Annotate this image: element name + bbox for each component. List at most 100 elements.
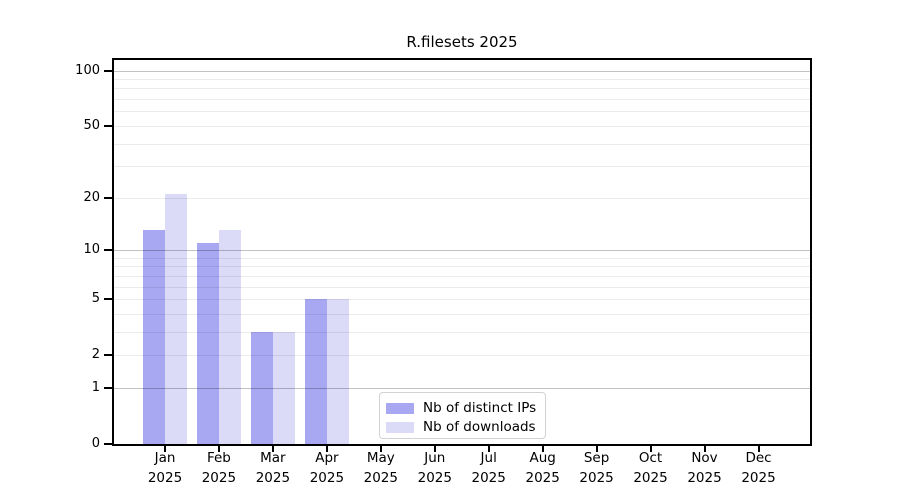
- x-tick-mark: [757, 444, 760, 452]
- x-tick-label: Oct 2025: [616, 449, 686, 488]
- y-tick-mark: [104, 298, 114, 300]
- x-tick-label-line: Dec: [745, 450, 772, 466]
- x-tick-mark: [271, 444, 274, 452]
- bar-downloads: [326, 299, 349, 444]
- y-tick-mark: [104, 248, 114, 251]
- x-tick-label-line: May: [366, 450, 395, 466]
- y-tick-label: 5: [91, 291, 100, 306]
- x-tick-label-line: 2025: [201, 469, 237, 486]
- gridline-minor: [114, 275, 810, 277]
- x-tick-label: Feb 2025: [184, 449, 254, 488]
- x-tick-label-line: Apr: [315, 450, 339, 466]
- y-tick-label: 1: [91, 379, 100, 395]
- gridline-minor: [114, 299, 810, 300]
- gridline-major: [114, 249, 810, 251]
- x-tick-mark: [541, 444, 544, 452]
- x-tick-label-line: Jul: [480, 450, 497, 466]
- x-tick-label-line: Jun: [424, 450, 446, 466]
- legend-swatch-downloads: [386, 421, 414, 433]
- x-tick-label-line: 2025: [417, 469, 452, 486]
- y-tick-label: 20: [83, 189, 100, 205]
- x-tick-label: May 2025: [346, 449, 416, 488]
- x-tick-label-line: 2025: [687, 469, 722, 486]
- bar-distinct-ips: [197, 242, 219, 444]
- y-tick-mark: [104, 196, 114, 199]
- bar-distinct-ips: [305, 299, 327, 444]
- y-tick-label: 100: [75, 62, 100, 78]
- y-tick-mark: [104, 69, 114, 72]
- x-tick-label-line: 2025: [633, 469, 668, 486]
- gridline-major: [114, 387, 810, 389]
- x-tick-label: Apr 2025: [292, 449, 362, 488]
- x-tick-label-line: Mar: [260, 450, 286, 466]
- bar-downloads: [218, 230, 241, 444]
- x-tick-mark: [217, 444, 220, 452]
- x-tick-label-line: Oct: [638, 450, 663, 466]
- x-tick-label-line: Jan: [154, 450, 176, 466]
- y-tick-mark: [104, 386, 114, 389]
- gridline-minor: [114, 266, 810, 268]
- gridline-minor: [114, 88, 810, 90]
- x-tick-label: Nov 2025: [670, 449, 740, 488]
- x-tick-label-line: 2025: [579, 469, 614, 486]
- gridline-minor: [114, 99, 810, 100]
- legend-label-distinct-ips: Nb of distinct IPs: [423, 400, 537, 416]
- gridline-minor: [114, 257, 810, 259]
- y-tick-mark: [104, 354, 114, 357]
- x-tick-label-line: 2025: [309, 469, 345, 486]
- x-tick-label-line: 2025: [471, 469, 506, 486]
- y-tick-mark: [104, 124, 114, 127]
- gridline-minor: [114, 143, 810, 145]
- x-tick-label-line: Sep: [583, 450, 610, 466]
- legend-label-downloads: Nb of downloads: [423, 419, 536, 435]
- legend-swatch-distinct-ips: [386, 402, 414, 414]
- plot-area: [114, 60, 810, 444]
- x-tick-label: Mar 2025: [238, 449, 308, 488]
- x-tick-label: Jun 2025: [400, 449, 470, 488]
- bar-downloads: [272, 331, 295, 444]
- legend: Nb of distinct IPs Nb of downloads: [379, 392, 546, 439]
- x-tick-label-line: 2025: [147, 469, 183, 486]
- legend-item-distinct-ips: Nb of distinct IPs: [386, 399, 545, 417]
- gridline-minor: [114, 111, 810, 113]
- x-tick-label: Sep 2025: [562, 449, 632, 488]
- gridline-minor: [114, 331, 810, 333]
- y-tick-label: 2: [91, 347, 100, 363]
- x-tick-mark: [164, 444, 166, 452]
- gridline-major: [114, 70, 810, 72]
- x-tick-label-line: 2025: [255, 469, 291, 486]
- y-tick-label: 10: [83, 241, 100, 257]
- x-tick-label: Dec 2025: [724, 449, 794, 488]
- bar-downloads: [165, 193, 187, 444]
- y-tick-mark: [104, 443, 114, 445]
- x-tick-mark: [487, 444, 490, 452]
- x-tick-label-line: 2025: [741, 469, 776, 486]
- gridline-minor: [114, 286, 810, 288]
- x-tick-mark: [433, 444, 436, 452]
- x-tick-mark: [649, 444, 652, 452]
- x-tick-label: Aug 2025: [508, 449, 578, 488]
- y-tick-label: 0: [91, 436, 100, 451]
- x-tick-label-line: 2025: [525, 469, 560, 486]
- bar-distinct-ips: [251, 331, 273, 444]
- gridline-minor: [114, 78, 810, 80]
- bar-distinct-ips: [143, 230, 165, 444]
- x-tick-mark: [703, 444, 706, 452]
- x-tick-mark: [325, 444, 328, 452]
- y-tick-label: 50: [83, 117, 100, 133]
- gridline-minor: [114, 355, 810, 357]
- x-tick-mark: [595, 444, 598, 452]
- x-tick-label-line: Aug: [529, 450, 556, 466]
- x-tick-mark: [379, 444, 382, 452]
- x-tick-label: Jul 2025: [454, 449, 524, 488]
- x-tick-label-line: 2025: [363, 469, 398, 486]
- chart-title: R.filesets 2025: [406, 33, 518, 51]
- legend-item-downloads: Nb of downloads: [386, 418, 545, 436]
- x-tick-label-line: Nov: [691, 450, 718, 466]
- x-tick-label-line: Feb: [206, 450, 231, 466]
- gridline-minor: [114, 166, 810, 168]
- gridline-minor: [114, 313, 810, 315]
- x-tick-label: Jan 2025: [130, 449, 200, 488]
- gridline-minor: [114, 197, 810, 199]
